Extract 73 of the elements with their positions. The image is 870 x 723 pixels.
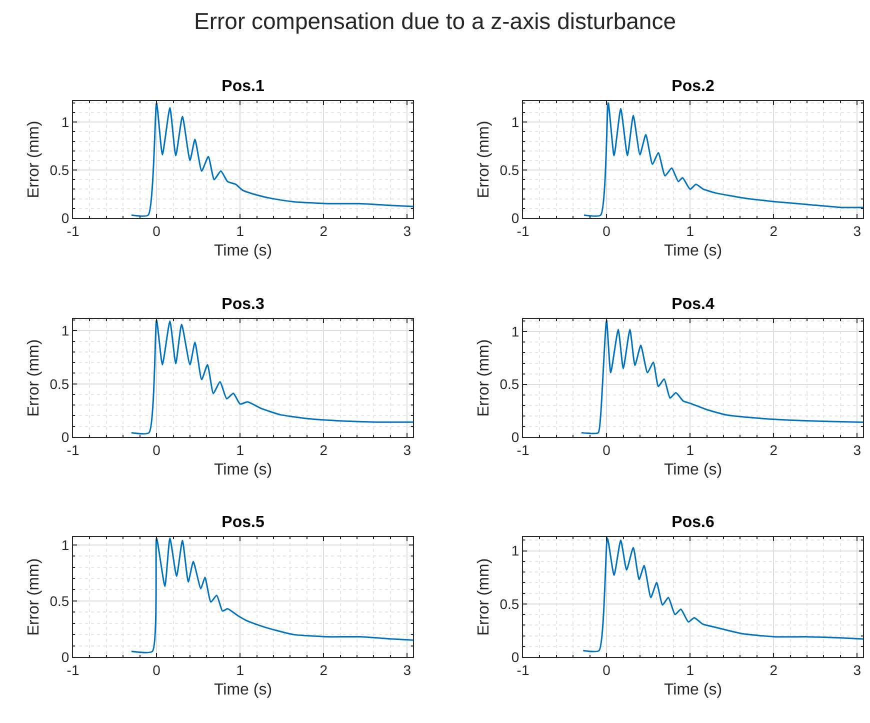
y-tick-label: 1 [61, 536, 70, 553]
x-tick-label: 0 [602, 442, 611, 458]
y-axis-title: Error (mm) [26, 558, 43, 636]
x-tick-label: 3 [853, 662, 862, 678]
x-tick-label: 1 [686, 442, 694, 458]
x-tick-label: 1 [236, 442, 244, 458]
y-axis-title: Error (mm) [476, 339, 493, 417]
y-tick-label: 1 [61, 322, 70, 339]
x-tick-label: -1 [516, 662, 530, 678]
x-axis-title: Time (s) [664, 242, 722, 260]
x-tick-label: 2 [770, 222, 778, 239]
x-tick-label: 0 [602, 222, 611, 239]
y-tick-label: 0 [61, 428, 70, 445]
chart-title: Pos.2 [672, 78, 714, 96]
y-tick-label: 0 [61, 210, 70, 226]
x-tick-label: 0 [152, 222, 161, 239]
y-tick-label: 0.5 [500, 162, 520, 178]
y-tick-label: 0.5 [50, 592, 70, 609]
chart-title: Pos.1 [222, 78, 264, 96]
x-tick-label: 1 [236, 662, 244, 678]
line-series [580, 319, 863, 434]
y-tick-label: 0 [511, 648, 520, 665]
x-tick-label: 1 [686, 662, 694, 678]
y-tick-label: 1 [511, 114, 520, 130]
y-tick-label: 0.5 [500, 376, 520, 392]
x-tick-label: 3 [403, 222, 412, 239]
x-tick-label: 3 [853, 442, 862, 458]
x-tick-label: 2 [320, 662, 328, 678]
y-axis-title: Error (mm) [26, 120, 43, 198]
x-axis-title: Time (s) [214, 242, 272, 260]
x-tick-label: -1 [66, 662, 80, 678]
x-axis-title: Time (s) [214, 682, 272, 698]
chart-title: Pos.3 [222, 296, 264, 314]
x-tick-label: -1 [66, 222, 80, 239]
y-tick-label: 0 [61, 648, 70, 665]
y-tick-label: 1 [511, 542, 520, 559]
line-series [130, 319, 413, 434]
x-tick-label: -1 [516, 442, 530, 458]
x-axis-title: Time (s) [664, 682, 722, 698]
chart-title: Pos.6 [672, 514, 714, 532]
line-series [582, 537, 863, 652]
chart-title: Pos.5 [222, 514, 264, 532]
x-tick-label: -1 [66, 442, 80, 458]
chart-title: Pos.4 [672, 296, 714, 314]
text: Error compensation due to a z-axis disturbance [193, 8, 677, 35]
x-axis-title: Time (s) [214, 462, 272, 478]
x-tick-label: 2 [320, 442, 328, 458]
x-tick-label: -1 [516, 222, 530, 239]
x-tick-label: 2 [770, 662, 778, 678]
x-tick-label: 1 [236, 222, 244, 239]
x-tick-label: 2 [320, 222, 328, 239]
line-series [130, 537, 413, 654]
y-tick-label: 0.5 [50, 376, 70, 392]
x-tick-label: 3 [403, 442, 412, 458]
y-axis-title: Error (mm) [476, 120, 493, 198]
x-tick-label: 0 [602, 662, 611, 678]
line-series [583, 102, 863, 217]
y-tick-label: 0.5 [500, 596, 520, 612]
x-tick-label: 1 [686, 222, 694, 239]
y-tick-label: 0.5 [50, 162, 70, 178]
x-tick-label: 2 [770, 442, 778, 458]
x-tick-label: 3 [853, 222, 862, 239]
line-series [130, 102, 413, 217]
x-axis-title: Time (s) [664, 462, 722, 478]
y-axis-title: Error (mm) [476, 558, 493, 636]
x-tick-label: 3 [403, 662, 412, 678]
x-tick-label: 0 [152, 662, 161, 678]
y-axis-title: Error (mm) [26, 339, 43, 417]
y-tick-label: 0 [511, 210, 520, 226]
x-tick-label: 0 [152, 442, 161, 458]
y-tick-label: 1 [61, 114, 70, 130]
y-tick-label: 1 [511, 324, 520, 340]
y-tick-label: 0 [511, 428, 520, 445]
